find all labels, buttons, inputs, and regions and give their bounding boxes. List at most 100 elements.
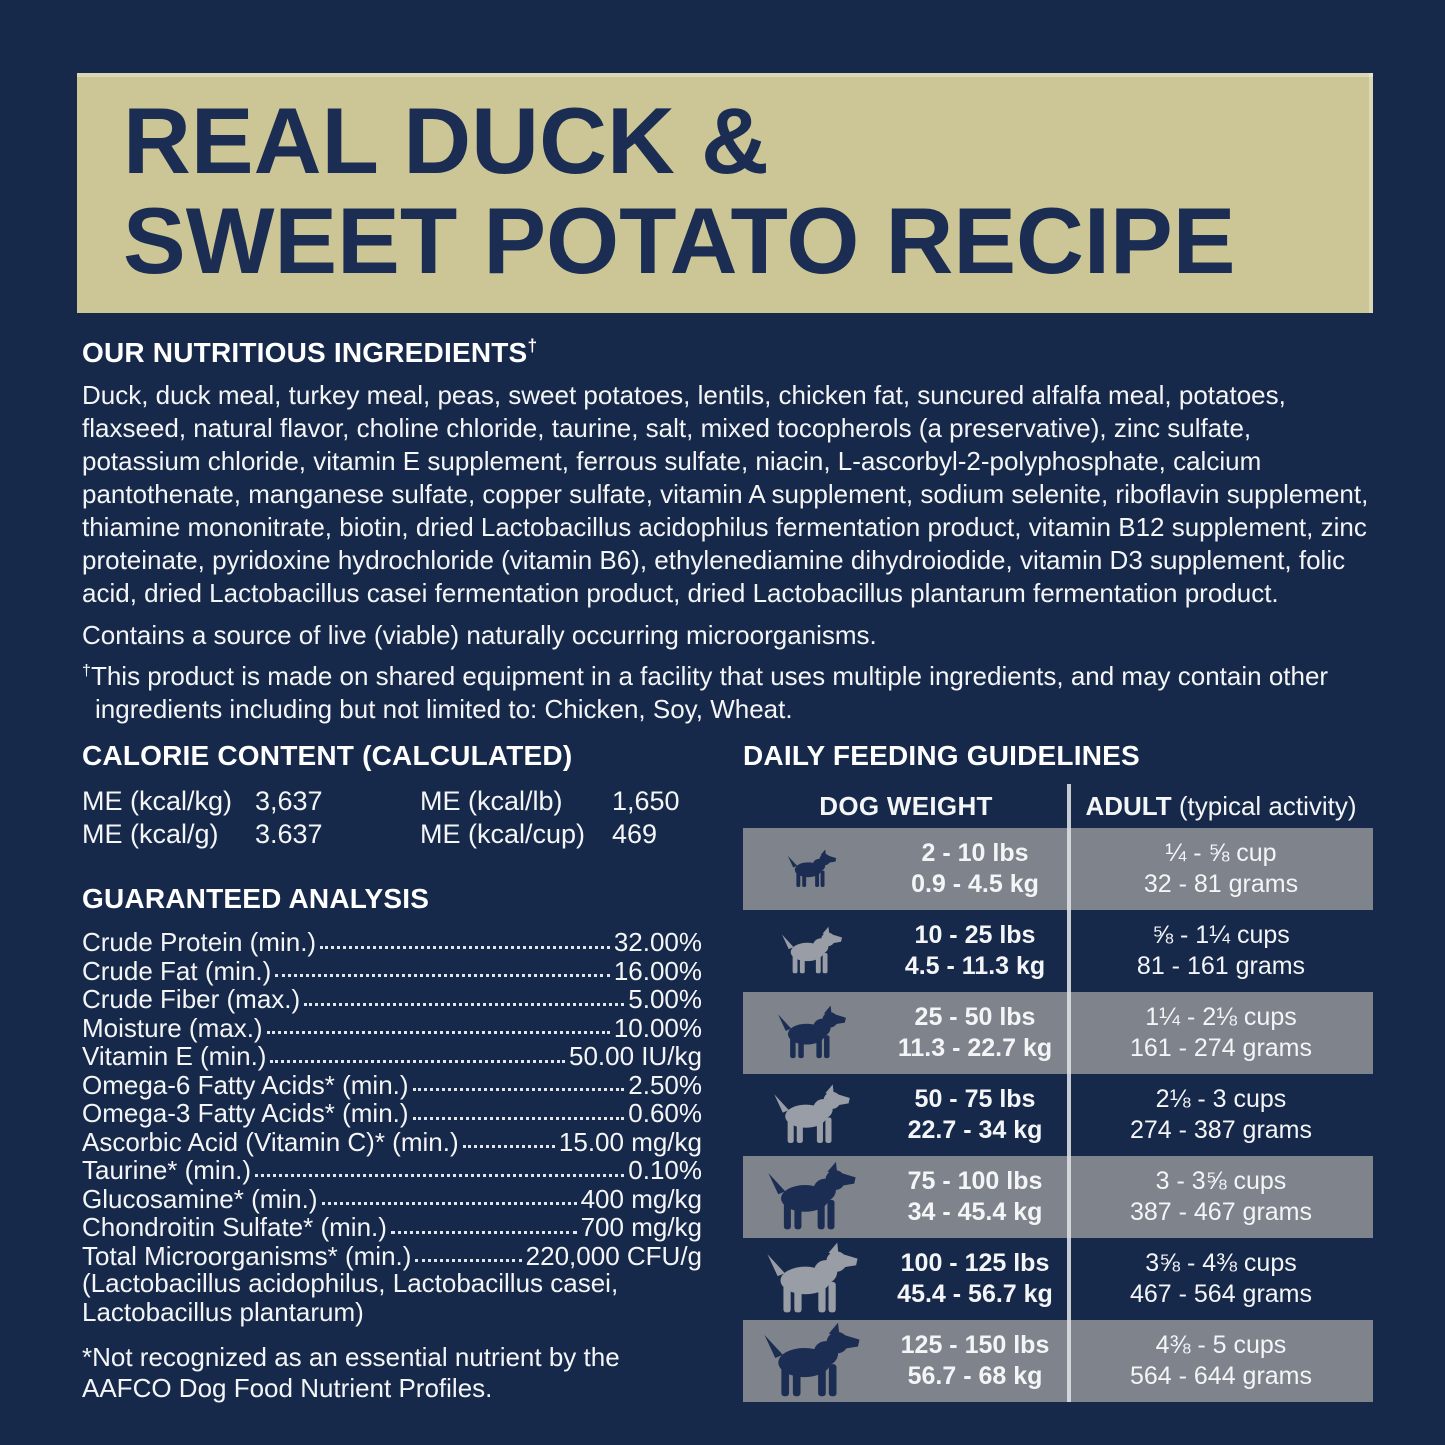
analysis-continuation: Lactobacillus plantarum) xyxy=(82,1296,364,1327)
analysis-label: Crude Fat (min.) xyxy=(82,955,272,986)
ingredients-text: Duck, duck meal, turkey meal, peas, swee… xyxy=(82,380,1369,608)
calorie-label: ME (kcal/kg) xyxy=(82,786,233,816)
calorie-label: ME (kcal/lb) xyxy=(420,786,563,816)
calorie-analysis-column: CALORIE CONTENT (CALCULATED) ME (kcal/kg… xyxy=(82,739,702,1404)
labrador-icon xyxy=(743,1242,881,1316)
serving-grams: 564 - 644 grams xyxy=(1129,1362,1313,1390)
serving-grams: 32 - 81 grams xyxy=(1143,870,1299,898)
guaranteed-analysis-heading: GUARANTEED ANALYSIS xyxy=(82,883,430,914)
analysis-row: Crude Fiber (max.) 5.00% xyxy=(82,984,702,1014)
analysis-label: Omega-6 Fatty Acids* (min.) xyxy=(82,1069,409,1100)
ingredients-section: OUR NUTRITIOUS INGREDIENTS† Duck, duck m… xyxy=(82,336,1373,726)
dot-leader xyxy=(390,1230,577,1234)
analysis-row: Vitamin E (min.) 50.00 IU/kg xyxy=(82,1041,702,1071)
column-divider xyxy=(1067,784,1071,1402)
feeding-guidelines-section: DAILY FEEDING GUIDELINES DOG WEIGHT ADUL… xyxy=(743,739,1373,1402)
calorie-label: ME (kcal/g) xyxy=(82,819,219,849)
product-title-banner: REAL DUCK & SWEET POTATO RECIPE xyxy=(77,73,1373,313)
dagger-mark: † xyxy=(527,335,538,356)
weight-lbs: 25 - 50 lbs xyxy=(914,1003,1036,1031)
analysis-label: Vitamin E (min.) xyxy=(82,1041,267,1071)
analysis-value: 16.00% xyxy=(613,955,702,986)
calorie-label: ME (kcal/cup) xyxy=(420,819,586,849)
feeding-row: 2 - 10 lbs 0.9 - 4.5 kg ¼ - ⅝ cup 32 - 81 … xyxy=(743,828,1373,910)
analysis-label: Omega-3 Fatty Acids* (min.) xyxy=(82,1098,409,1128)
analysis-row: Ascorbic Acid (Vitamin C)* (min.) 15.00 m… xyxy=(82,1126,702,1157)
dot-leader xyxy=(255,1173,625,1177)
feeding-table: DOG WEIGHT ADULT (typical activity) 2 - … xyxy=(743,784,1373,1402)
weight-kg: 45.4 - 56.7 kg xyxy=(897,1280,1053,1308)
great-dane-icon xyxy=(743,1161,881,1233)
dot-leader xyxy=(415,1259,522,1262)
serving-cups: 4⅜ - 5 cups xyxy=(1155,1331,1287,1359)
calorie-value: 3,637 xyxy=(255,786,323,816)
weight-kg: 22.7 - 34 kg xyxy=(907,1116,1043,1144)
dot-leader xyxy=(321,1202,577,1205)
dot-leader xyxy=(304,1002,625,1006)
analysis-continuation: (Lactobacillus acidophilus, Lactobacillu… xyxy=(82,1268,619,1298)
serving-grams: 161 - 274 grams xyxy=(1129,1034,1313,1062)
dot-leader xyxy=(412,1116,625,1120)
analysis-row: Glucosamine* (min.) 400 mg/kg xyxy=(82,1184,702,1214)
calorie-table: ME (kcal/kg) 3,637 ME (kcal/lb) 1,650 ME… xyxy=(82,785,702,851)
analysis-value: 220,000 CFU/g xyxy=(525,1240,702,1271)
weight-lbs: 50 - 75 lbs xyxy=(914,1085,1036,1113)
french-bulldog-icon xyxy=(743,926,881,976)
weight-lbs: 10 - 25 lbs xyxy=(914,921,1036,949)
serving-grams: 387 - 467 grams xyxy=(1129,1198,1313,1226)
dot-leader xyxy=(320,945,610,949)
weight-lbs: 100 - 125 lbs xyxy=(900,1249,1050,1277)
analysis-value: 50.00 IU/kg xyxy=(569,1041,702,1071)
newfoundland-icon xyxy=(743,1322,881,1400)
chihuahua-icon xyxy=(743,849,881,889)
weight-kg: 11.3 - 22.7 kg xyxy=(897,1034,1053,1062)
serving-cups: ⅝ - 1¼ cups xyxy=(1152,921,1290,949)
product-title-line2: SWEET POTATO RECIPE xyxy=(123,188,1236,293)
analysis-value: 10.00% xyxy=(613,1012,702,1043)
allergen-note: †This product is made on shared equipmen… xyxy=(82,661,1329,724)
analysis-value: 15.00 mg/kg xyxy=(558,1126,702,1157)
dot-leader xyxy=(266,1031,610,1034)
analysis-value: 5.00% xyxy=(628,984,702,1014)
weight-kg: 34 - 45.4 kg xyxy=(907,1198,1043,1226)
dot-leader xyxy=(412,1088,625,1091)
dagger-mark: † xyxy=(82,661,91,680)
weight-lbs: 75 - 100 lbs xyxy=(907,1167,1043,1195)
analysis-label: Ascorbic Acid (Vitamin C)* (min.) xyxy=(82,1126,459,1157)
weight-kg: 4.5 - 11.3 kg xyxy=(904,952,1046,980)
spitz-icon xyxy=(743,1005,881,1061)
weight-lbs: 2 - 10 lbs xyxy=(921,839,1029,867)
product-title: REAL DUCK & SWEET POTATO RECIPE xyxy=(123,91,1235,291)
analysis-row: Chondroitin Sulfate* (min.) 700 mg/kg xyxy=(82,1212,702,1242)
feeding-row: 25 - 50 lbs 11.3 - 22.7 kg 1¼ - 2⅛ cups 16… xyxy=(743,992,1373,1074)
serving-grams: 274 - 387 grams xyxy=(1129,1116,1313,1144)
analysis-value: 32.00% xyxy=(613,927,702,957)
analysis-row: Moisture (max.) 10.00% xyxy=(82,1012,702,1043)
feeding-table-header: DOG WEIGHT ADULT (typical activity) xyxy=(743,784,1373,828)
analysis-row: Omega-6 Fatty Acids* (min.) 2.50% xyxy=(82,1069,702,1100)
feeding-row: 50 - 75 lbs 22.7 - 34 kg 2⅛ - 3 cups 274 -… xyxy=(743,1074,1373,1156)
guaranteed-analysis-table: Crude Protein (min.) 32.00% Crude Fat (mi… xyxy=(82,927,702,1326)
column-header-dog-weight: DOG WEIGHT xyxy=(819,791,993,821)
serving-cups: 3⅝ - 4⅜ cups xyxy=(1145,1249,1297,1277)
analysis-value: 2.50% xyxy=(628,1069,702,1100)
calorie-heading: CALORIE CONTENT (CALCULATED) xyxy=(82,740,573,771)
analysis-label: Chondroitin Sulfate* (min.) xyxy=(82,1212,387,1242)
dot-leader xyxy=(270,1059,566,1063)
feeding-row: 75 - 100 lbs 34 - 45.4 kg 3 - 3⅝ cups 387 … xyxy=(743,1156,1373,1238)
serving-cups: 3 - 3⅝ cups xyxy=(1155,1167,1287,1195)
serving-grams: 467 - 564 grams xyxy=(1129,1280,1313,1308)
calorie-value: 469 xyxy=(612,819,658,849)
analysis-label: Crude Fiber (max.) xyxy=(82,984,301,1014)
pit-bull-icon xyxy=(743,1084,881,1146)
analysis-label: Moisture (max.) xyxy=(82,1012,263,1043)
weight-lbs: 125 - 150 lbs xyxy=(900,1331,1050,1359)
serving-cups: 2⅛ - 3 cups xyxy=(1155,1085,1287,1113)
analysis-row: Total Microorganisms* (min.) 220,000 CFU/… xyxy=(82,1240,702,1271)
product-title-line1: REAL DUCK & xyxy=(123,88,769,193)
analysis-label: Taurine* (min.) xyxy=(82,1155,252,1185)
analysis-row: Taurine* (min.) 0.10% xyxy=(82,1155,702,1185)
analysis-value: 700 mg/kg xyxy=(580,1212,702,1242)
feeding-heading: DAILY FEEDING GUIDELINES xyxy=(743,740,1140,771)
